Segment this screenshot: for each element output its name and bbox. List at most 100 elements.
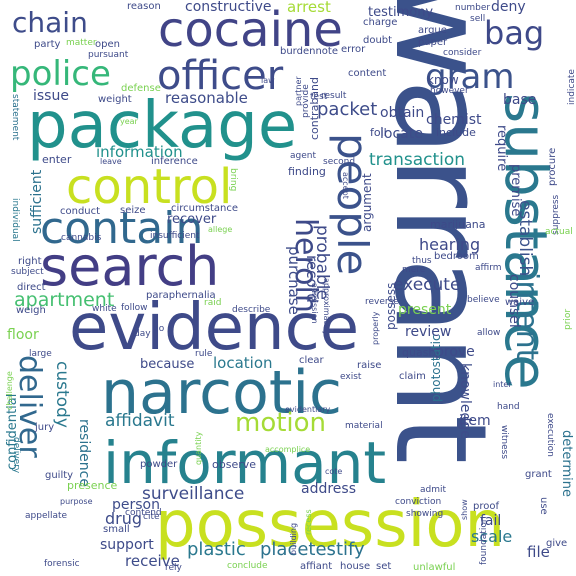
word-fail: fail: [480, 513, 502, 529]
word-allege: allege: [208, 225, 233, 234]
word-individual: individual: [10, 198, 20, 242]
word-affirm: affirm: [475, 263, 502, 273]
word-officer: officer: [157, 53, 284, 99]
word-right: right: [18, 256, 42, 267]
word-grant: grant: [525, 469, 552, 480]
word-review: review: [405, 324, 452, 340]
word-material: material: [345, 421, 383, 431]
word-floor: floor: [7, 327, 39, 343]
word-narcotic: narcotic: [101, 358, 343, 428]
word-argument: argument: [360, 173, 374, 232]
word-premise: premise: [508, 164, 523, 217]
word-determine: determine: [559, 430, 574, 497]
word-follow: follow: [121, 303, 148, 313]
word-test: test: [310, 92, 328, 102]
word-plastic: plastic: [187, 539, 246, 560]
word-admission: admission: [310, 283, 319, 324]
word-agent: agent: [290, 151, 316, 161]
word-forensic: forensic: [44, 559, 80, 569]
word-small: small: [103, 524, 130, 535]
word-open: open: [95, 39, 120, 50]
word-indicate: indicate: [567, 69, 576, 105]
word-guilty: guilty: [45, 470, 74, 481]
word-base: base: [503, 92, 537, 108]
word-matter: matter: [66, 38, 97, 48]
word-building: building: [289, 522, 298, 555]
word-custody: custody: [52, 361, 72, 428]
word-year: year: [120, 117, 138, 126]
word-day: day: [134, 329, 151, 339]
word-circumstance: circumstance: [171, 203, 238, 214]
word-defense: defense: [121, 83, 161, 94]
word-rule: rule: [195, 349, 213, 359]
word-residence: residence: [76, 419, 92, 487]
word-photostatic: photostatic: [429, 334, 443, 402]
word-give: give: [546, 538, 568, 549]
word-affiant: affiant: [300, 561, 333, 572]
word-prior: prior: [563, 308, 573, 330]
word-presence: presence: [67, 479, 118, 492]
word-showing: showing: [406, 509, 444, 519]
word-accept: accept: [341, 172, 350, 199]
word-contain: contain: [40, 203, 204, 254]
word-hearing: hearing: [419, 235, 481, 254]
word-actual: actual: [545, 227, 573, 237]
word-challenge: challenge: [5, 371, 14, 410]
word-conviction: conviction: [395, 497, 442, 507]
word-party: party: [34, 39, 61, 50]
word-sufficient: sufficient: [29, 169, 45, 234]
word-police: police: [10, 54, 111, 94]
word-rely: rely: [165, 563, 182, 573]
word-purchase: purchase: [285, 246, 303, 315]
word-mere: mere: [402, 265, 426, 275]
word-seize: seize: [120, 205, 146, 216]
word-reverse: reverse: [365, 297, 399, 307]
word-error: error: [341, 44, 366, 55]
word-waive: waive: [505, 297, 535, 308]
word-foundation: foundation: [479, 516, 489, 565]
word-motion: motion: [235, 408, 327, 438]
word-sell: sell: [470, 14, 486, 24]
word-affidavit: affidavit: [105, 411, 175, 431]
word-proof: proof: [473, 501, 499, 512]
word-paraphernalia: paraphernalia: [146, 290, 216, 301]
word-file: file: [527, 543, 550, 561]
word-surveillance: surveillance: [142, 484, 245, 504]
word-believe: believe: [467, 295, 500, 305]
word-scale: scale: [471, 527, 513, 546]
word-witness: witness: [499, 425, 509, 460]
word-paper: paper: [418, 37, 448, 48]
word-accomplice: accomplice: [265, 445, 311, 454]
word-house: house: [340, 561, 371, 572]
word-number: number: [455, 3, 491, 13]
word-leave: leave: [100, 157, 122, 166]
word-conduct: conduct: [60, 206, 101, 217]
word-weight: weight: [98, 94, 132, 105]
word-gram: gram: [425, 57, 515, 97]
word-evidence: evidence: [69, 291, 360, 365]
word-approximately: approximately: [322, 278, 331, 336]
word-evidentiary: evidentiary: [285, 405, 331, 414]
word-transaction: transaction: [369, 150, 466, 170]
word-large: large: [29, 349, 52, 359]
word-quantity: quantity: [194, 431, 203, 465]
word-inference: inference: [151, 156, 198, 167]
word-however: however: [430, 86, 469, 96]
word-testimony: testimony: [368, 5, 434, 20]
word-item: item: [459, 413, 491, 429]
word-admit: admit: [420, 485, 447, 495]
word-go: go: [153, 324, 165, 334]
word-bring: bring: [228, 168, 238, 192]
word-use: use: [538, 497, 549, 515]
word-show: show: [460, 499, 469, 520]
word-powder: powder: [140, 459, 178, 470]
word-properly: properly: [371, 311, 380, 345]
word-subject: subject: [11, 267, 44, 277]
word-person: person: [112, 497, 160, 513]
word-content: content: [348, 68, 387, 79]
word-receive: receive: [125, 552, 180, 570]
word-inter: inter: [493, 380, 512, 389]
word-conclude: conclude: [227, 561, 268, 571]
word-weigh: weigh: [16, 305, 46, 316]
